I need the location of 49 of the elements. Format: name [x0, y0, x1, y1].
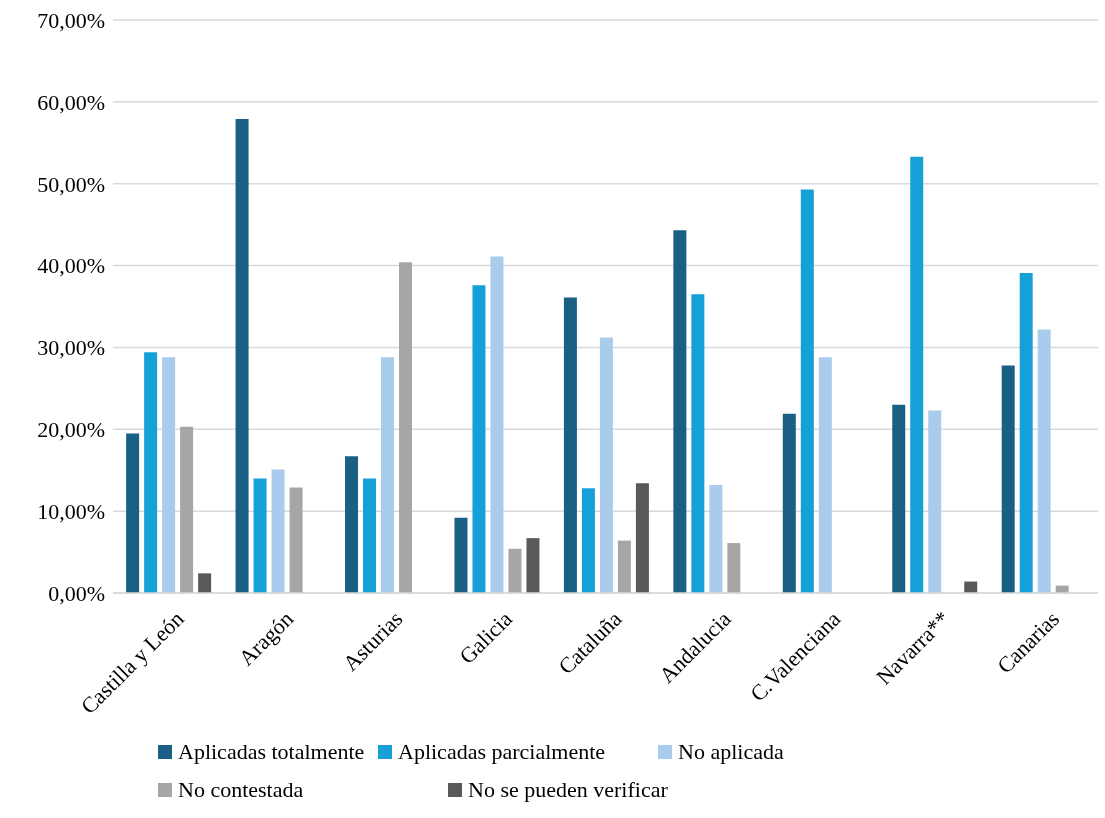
bar — [271, 469, 285, 593]
bar — [800, 189, 814, 593]
bar — [198, 573, 212, 593]
bar — [144, 352, 158, 593]
bar — [910, 156, 924, 593]
y-tick-label: 60,00% — [37, 89, 105, 115]
bar — [635, 483, 649, 593]
bar — [599, 337, 613, 593]
y-tick-label: 50,00% — [37, 171, 105, 197]
bar — [673, 230, 687, 593]
bar — [345, 456, 359, 593]
bar — [381, 357, 395, 593]
bar — [490, 256, 504, 593]
legend-label: No se pueden verificar — [468, 776, 668, 804]
bar — [126, 433, 140, 593]
y-tick-label: 10,00% — [37, 498, 105, 524]
bar — [253, 478, 267, 593]
bar — [617, 540, 631, 593]
legend-label: Aplicadas totalmente — [178, 738, 365, 766]
bar — [1019, 272, 1033, 593]
bar — [508, 548, 522, 593]
bar — [235, 119, 249, 593]
bar — [363, 478, 377, 593]
bar — [1001, 365, 1015, 593]
bar — [782, 413, 796, 593]
bar — [709, 484, 723, 593]
legend-label: No aplicada — [678, 738, 784, 766]
y-tick-label: 40,00% — [37, 253, 105, 279]
bar — [892, 404, 906, 593]
y-tick-label: 20,00% — [37, 417, 105, 443]
bar — [289, 487, 303, 593]
bar — [180, 426, 194, 593]
bar — [563, 297, 577, 593]
legend-label: No contestada — [178, 776, 304, 804]
bar — [727, 543, 741, 593]
bar — [1037, 329, 1051, 593]
bar — [818, 357, 832, 593]
bar — [691, 294, 705, 593]
bar — [454, 517, 468, 593]
bar — [526, 538, 540, 593]
bar — [928, 410, 942, 593]
bar — [581, 488, 595, 593]
y-tick-label: 70,00% — [37, 7, 105, 33]
bar — [399, 262, 413, 593]
bar — [162, 357, 176, 593]
y-tick-label: 30,00% — [37, 335, 105, 361]
bar — [472, 285, 486, 593]
legend-label: Aplicadas parcialmente — [398, 738, 606, 766]
y-tick-label: 0,00% — [48, 580, 105, 606]
